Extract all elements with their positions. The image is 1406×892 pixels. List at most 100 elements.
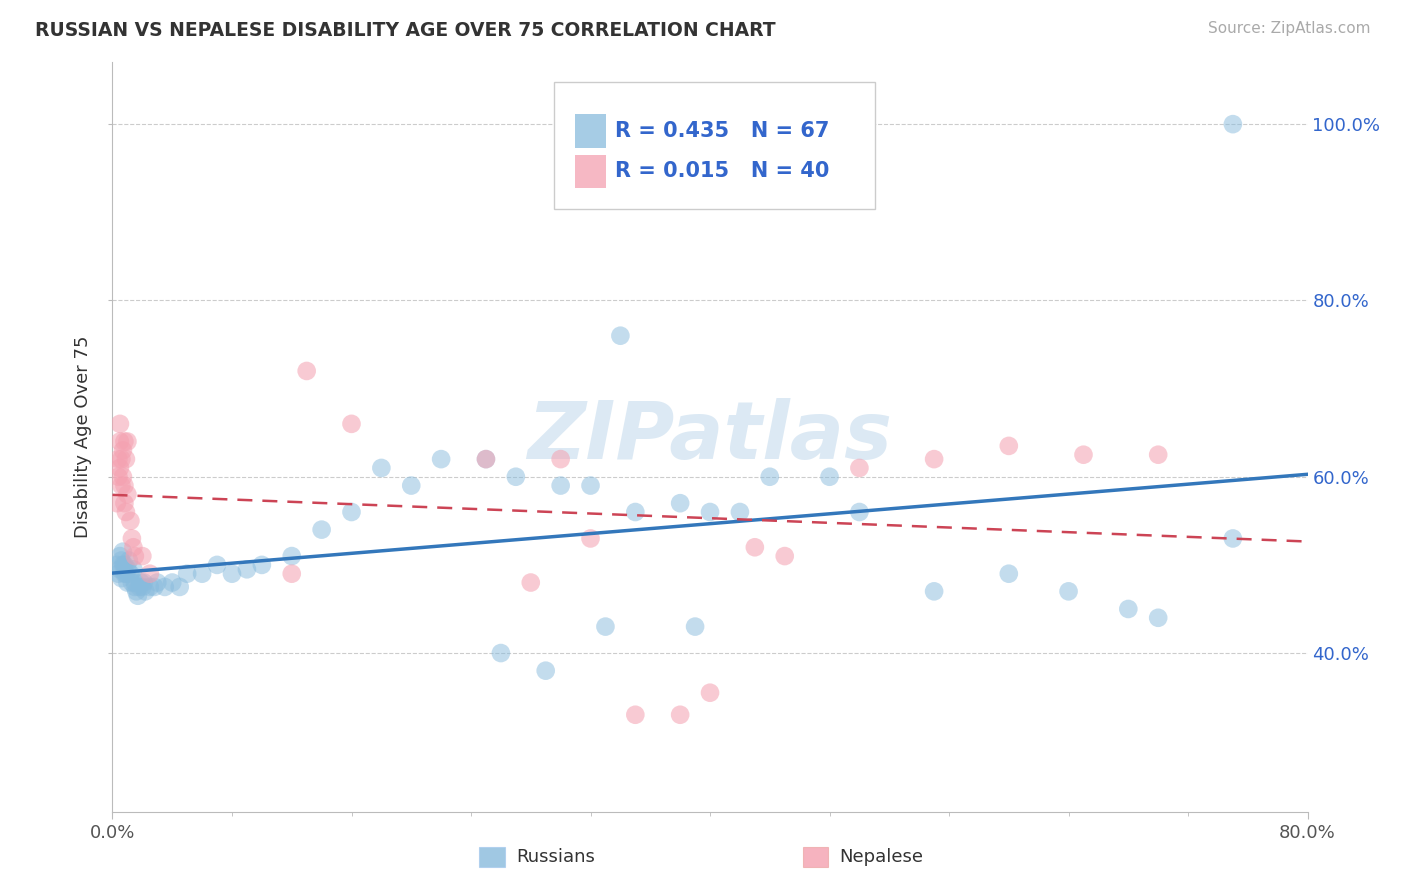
Point [114,558,135,572]
Point [281,549,304,563]
Point [311,523,333,537]
Point [699,505,721,519]
Point [340,417,363,431]
Point [579,478,602,492]
Point [1222,117,1244,131]
Point [699,686,721,700]
Point [139,580,162,594]
Point [401,478,423,492]
Point [117,562,139,576]
Point [848,505,870,519]
Point [153,580,176,594]
Point [124,549,146,563]
Point [595,619,617,633]
Point [110,478,132,492]
Point [1147,611,1170,625]
Point [131,549,153,563]
Point [534,664,557,678]
Point [118,553,141,567]
Point [131,580,153,594]
Point [1147,448,1170,462]
Point [295,364,318,378]
Point [108,417,131,431]
Point [773,549,796,563]
Point [624,707,647,722]
Point [281,566,304,581]
Point [759,469,782,483]
Point [122,541,145,555]
Point [122,562,145,576]
Point [475,452,498,467]
Point [124,580,146,594]
Point [121,532,143,546]
Point [117,487,139,501]
Point [728,505,751,519]
Point [998,439,1021,453]
Point [669,496,692,510]
Point [114,478,135,492]
Point [550,478,572,492]
Point [105,496,128,510]
Point [128,580,150,594]
Point [134,584,156,599]
Point [520,575,543,590]
Point [370,461,392,475]
Point [998,566,1021,581]
Point [114,434,135,449]
Point [110,452,132,467]
Point [114,496,135,510]
Point [744,541,766,555]
Point [114,566,135,581]
Point [1073,448,1095,462]
Point [489,646,512,660]
Point [125,584,148,599]
Point [609,328,631,343]
Text: ZIPatlas: ZIPatlas [527,398,893,476]
Point [139,566,162,581]
Y-axis label: Disability Age Over 75: Disability Age Over 75 [75,335,93,539]
Point [624,505,647,519]
Point [108,434,131,449]
Point [115,566,138,581]
Point [550,452,572,467]
Point [475,452,498,467]
Point [430,452,453,467]
Text: R = 0.435   N = 67: R = 0.435 N = 67 [614,121,830,141]
Point [121,575,143,590]
Point [162,575,183,590]
Point [132,575,155,590]
Point [1222,532,1244,546]
Point [107,469,129,483]
Text: R = 0.015   N = 40: R = 0.015 N = 40 [614,161,830,181]
Point [111,544,134,558]
Point [111,469,134,483]
Point [117,575,139,590]
Point [146,575,169,590]
Point [117,434,139,449]
Point [110,553,132,567]
Point [236,562,259,576]
Point [250,558,273,572]
Text: Nepalese: Nepalese [839,848,924,866]
Text: Russians: Russians [516,848,595,866]
Point [108,562,131,576]
Text: RUSSIAN VS NEPALESE DISABILITY AGE OVER 75 CORRELATION CHART: RUSSIAN VS NEPALESE DISABILITY AGE OVER … [35,21,776,39]
Point [191,566,214,581]
Point [683,619,706,633]
Point [127,589,149,603]
Point [848,461,870,475]
Point [505,469,527,483]
Point [205,558,228,572]
Point [1118,602,1140,616]
Point [169,580,191,594]
Point [1057,584,1080,599]
Point [129,575,152,590]
Point [124,575,146,590]
Point [120,514,142,528]
Point [143,580,166,594]
Point [922,452,945,467]
Point [108,461,131,475]
Point [108,549,131,563]
Point [120,566,142,581]
Point [115,452,138,467]
